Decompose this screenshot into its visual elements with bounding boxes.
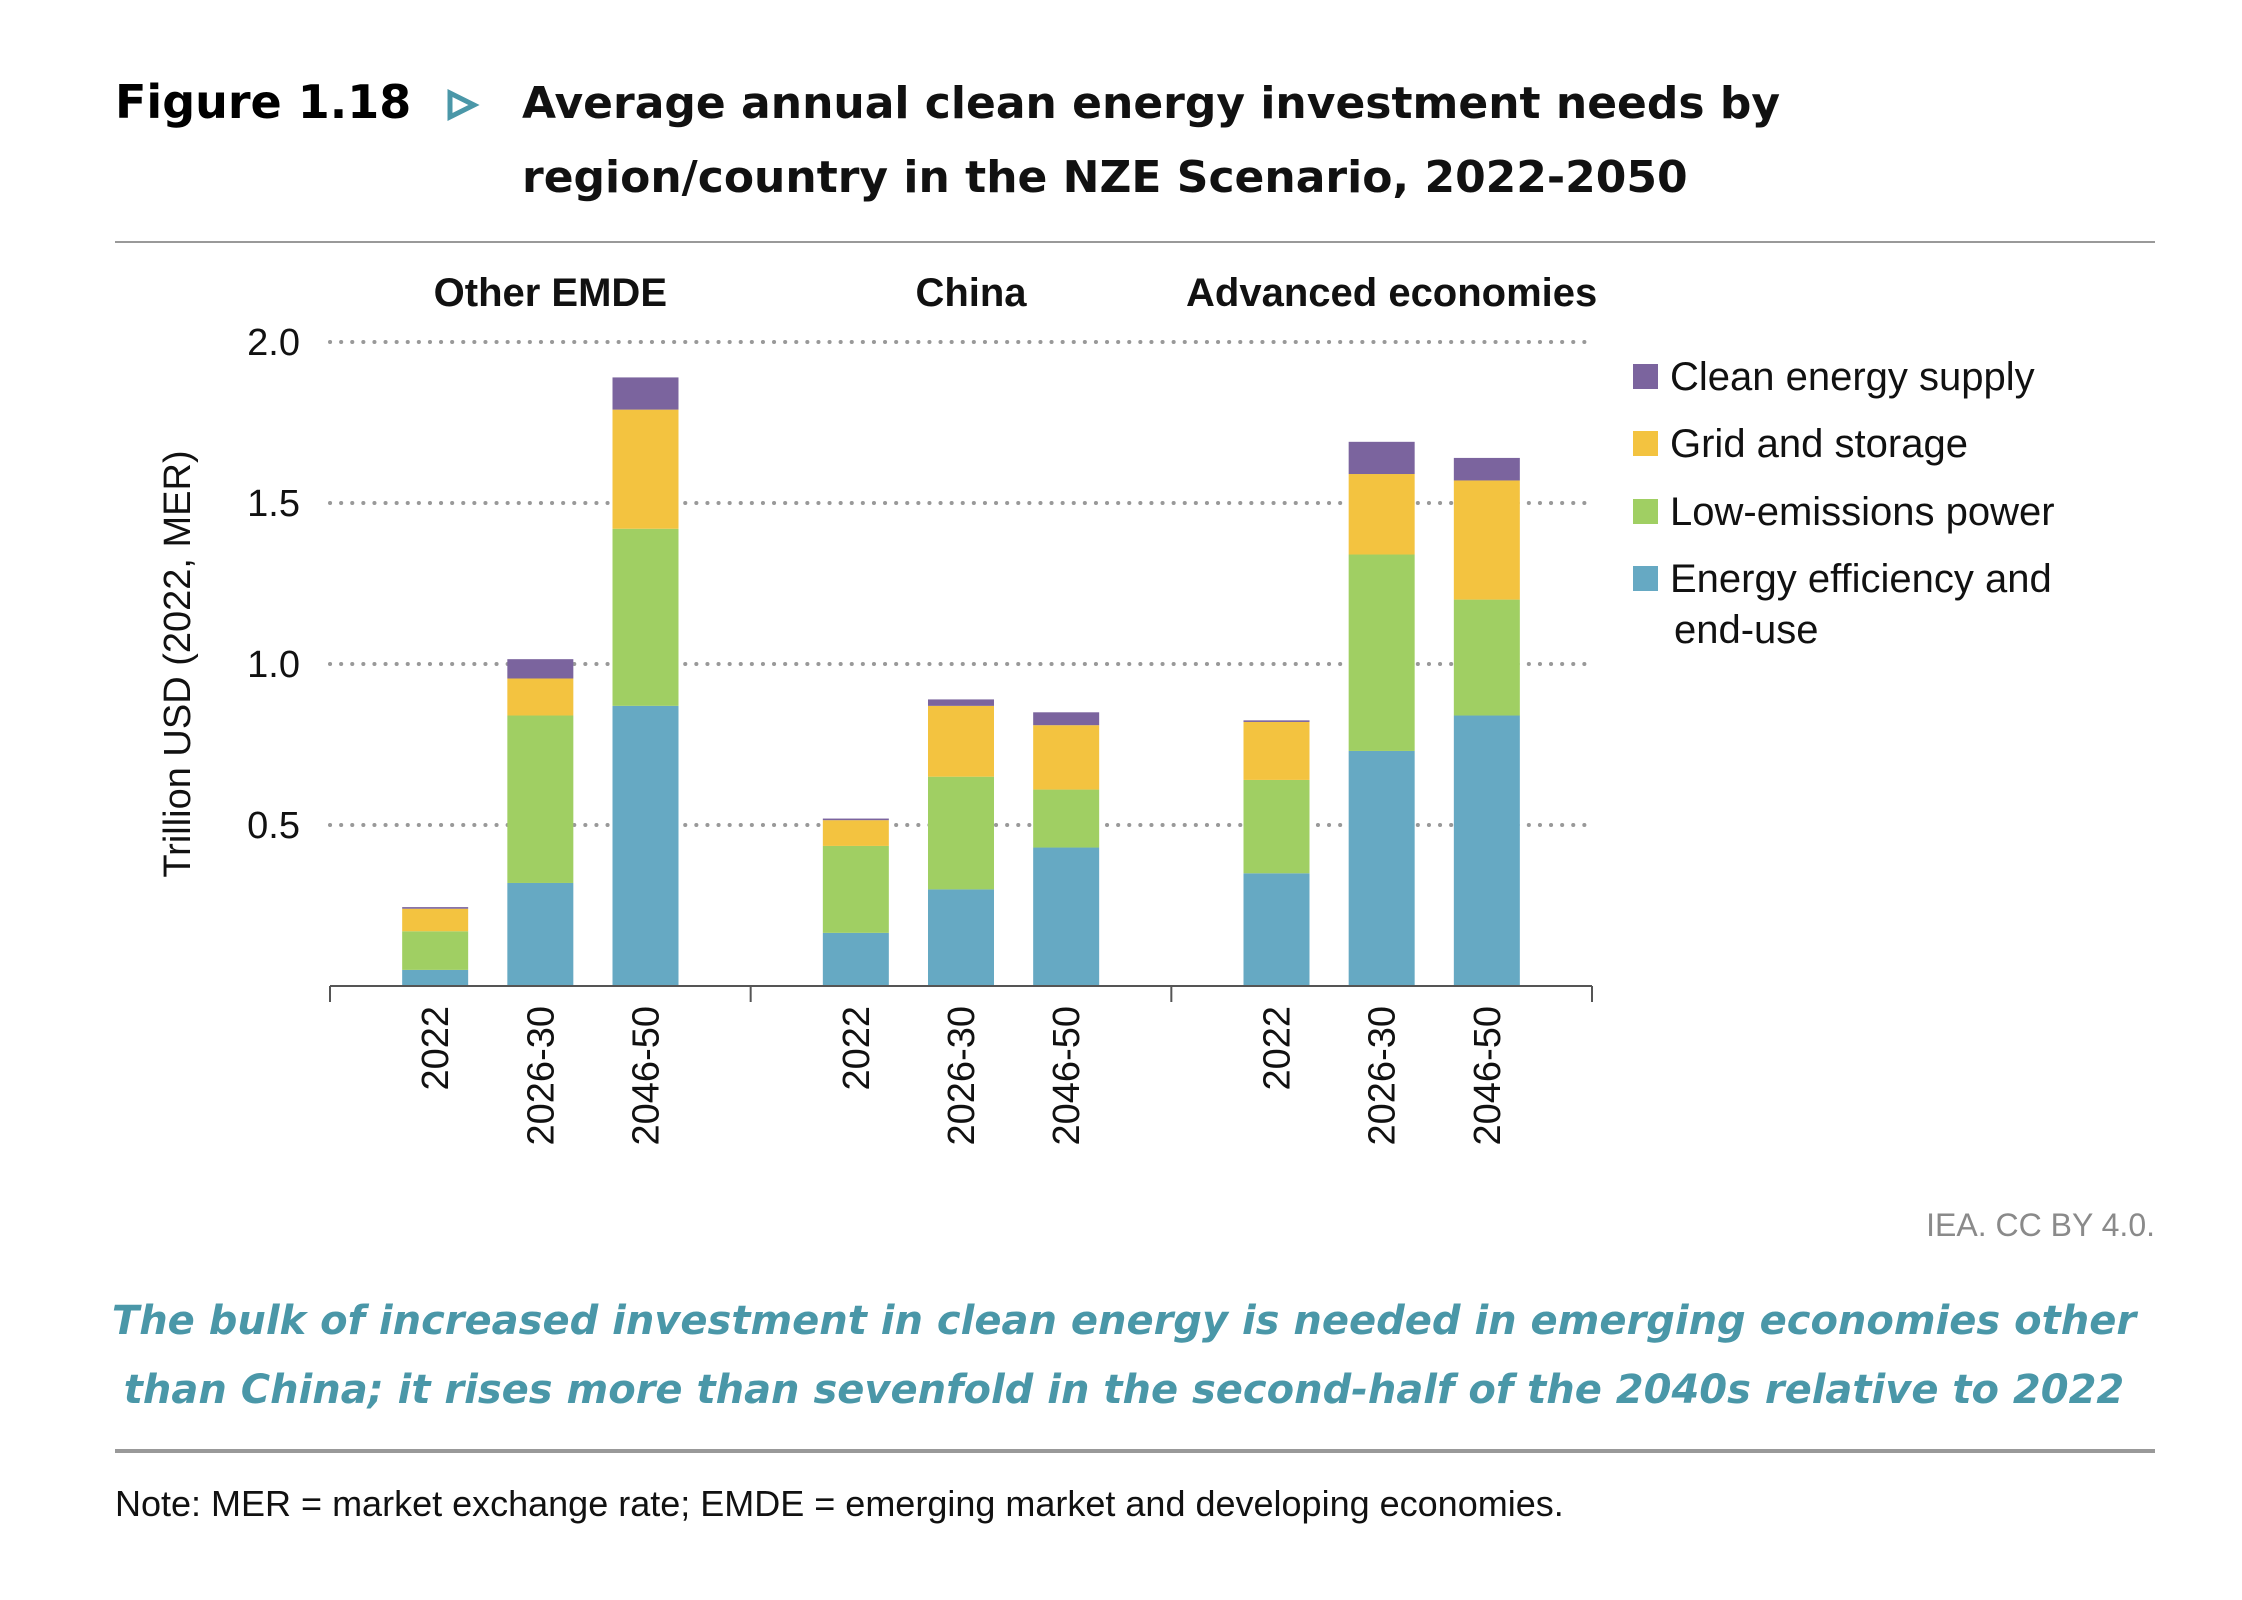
bar-segment (928, 776, 994, 890)
legend-label: Energy efficiency and (1670, 557, 2052, 601)
x-tick-label: 2046-50 (626, 1006, 668, 1145)
bar-segment (507, 659, 574, 679)
group-label: Advanced economies (1186, 271, 1597, 315)
y-tick-label: 1.5 (247, 483, 300, 525)
bar-segment (1348, 441, 1415, 475)
x-tick-label: 2026-30 (520, 1006, 562, 1145)
bar-segment (822, 818, 889, 821)
x-tick-label: 2046-50 (1467, 1006, 1509, 1145)
x-tick-label: 2022 (1257, 1006, 1299, 1091)
bar-segment (1348, 474, 1415, 555)
bar-segment (928, 889, 994, 986)
bar-segment (1243, 779, 1310, 874)
y-tick-label: 0.5 (247, 805, 300, 847)
bar-segment (822, 820, 889, 846)
bar-segment (1453, 480, 1520, 600)
triangle-marker-icon (447, 88, 480, 122)
bar-segment (612, 409, 679, 529)
x-tick-label: 2026-30 (1362, 1006, 1404, 1145)
figure-label: Figure 1.18 (115, 75, 411, 129)
bar-segment (1348, 750, 1415, 986)
bar-segment (612, 528, 679, 706)
legend-label: end-use (1674, 608, 1819, 652)
x-tick-label: 2022 (415, 1006, 457, 1091)
group-label: China (915, 271, 1027, 315)
x-tick-label: 2022 (836, 1006, 878, 1091)
title-line-2: region/country in the NZE Scenario, 2022… (522, 152, 1688, 203)
y-tick-label: 1.0 (247, 644, 300, 686)
note: Note: MER = market exchange rate; EMDE =… (115, 1483, 1564, 1524)
bar-segment (507, 882, 574, 986)
bar-segment (402, 931, 469, 970)
y-tick-label: 2.0 (247, 322, 300, 364)
group-label: Other EMDE (434, 271, 667, 315)
legend-label: Low-emissions power (1670, 490, 2055, 534)
x-tick-label: 2046-50 (1046, 1006, 1088, 1145)
bar-segment (507, 715, 574, 883)
x-tick-label: 2026-30 (941, 1006, 983, 1145)
bar-segment (822, 932, 889, 986)
bar-segment (402, 969, 469, 986)
bar-segment (507, 678, 574, 716)
legend-label: Clean energy supply (1670, 355, 2035, 399)
title-line-1: Average annual clean energy investment n… (522, 78, 1780, 129)
chart: 0.5 1.0 1.5 2.0 Other EMDE 2022 2026-30 2046-50… (157, 271, 2055, 1145)
caption-line-1: The bulk of increased investment in clea… (112, 1298, 2138, 1344)
legend-swatch (1633, 499, 1658, 524)
bar-segment (1243, 720, 1310, 722)
caption-line-2: than China; it rises more than sevenfold… (124, 1367, 2125, 1413)
bar-segment (1453, 457, 1520, 481)
bar-segment (928, 705, 994, 777)
legend-swatch (1633, 364, 1658, 389)
bar-segment (1033, 712, 1100, 726)
bar-segment (1453, 599, 1520, 716)
legend-swatch (1633, 431, 1658, 456)
bar-segment (612, 377, 679, 410)
legend-label: Grid and storage (1670, 422, 1968, 466)
bar-segment (1033, 847, 1100, 986)
bar-segment (612, 705, 679, 986)
bar-segment (928, 699, 994, 706)
bar-segment (1453, 715, 1520, 986)
bar-segment (1033, 725, 1100, 790)
bar-segment (402, 907, 469, 909)
legend-swatch (1633, 566, 1658, 591)
y-axis-label: Trillion USD (2022, MER) (157, 450, 199, 877)
bar-segment (1033, 789, 1100, 848)
bar-segment (1348, 554, 1415, 751)
bar-segment (822, 845, 889, 933)
bar-segment (1243, 721, 1310, 780)
source-credit: IEA. CC BY 4.0. (1926, 1207, 2155, 1243)
bar-segment (1243, 873, 1310, 986)
bar-segment (402, 908, 469, 932)
